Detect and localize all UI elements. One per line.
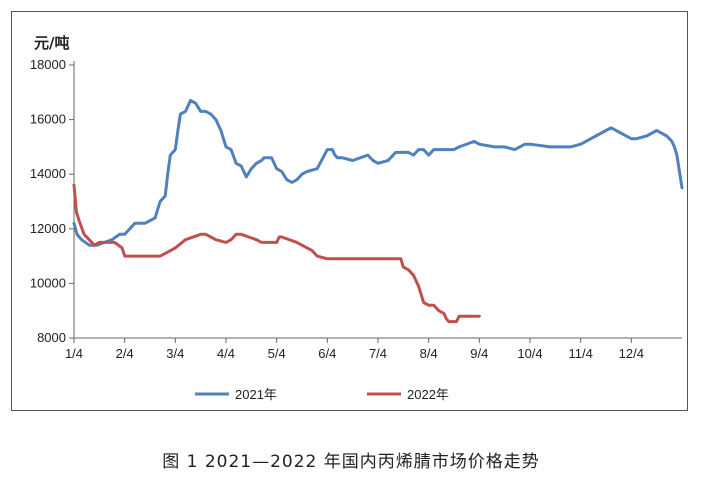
y-tick-label: 14000 bbox=[30, 166, 66, 181]
x-tick-label: 1/4 bbox=[65, 346, 83, 361]
x-tick-label: 7/4 bbox=[369, 346, 387, 361]
x-tick-label: 9/4 bbox=[470, 346, 488, 361]
series-line-1 bbox=[72, 99, 684, 247]
figure-caption: 图 1 2021—2022 年国内丙烯腈市场价格走势 bbox=[162, 452, 540, 472]
x-tick-label: 2/4 bbox=[116, 346, 134, 361]
y-axis-label: 元/吨 bbox=[34, 34, 70, 52]
legend: 2021年 2022年 bbox=[195, 387, 449, 402]
legend-label-1: 2021年 bbox=[235, 387, 277, 402]
axes: 8000 10000 12000 14000 16000 18000 1/4 2/4 3/4 4/… bbox=[30, 57, 682, 361]
series-line-2 bbox=[72, 183, 481, 324]
x-tick-label: 10/4 bbox=[517, 346, 542, 361]
x-tick-label: 5/4 bbox=[268, 346, 286, 361]
y-tick-label: 10000 bbox=[30, 275, 66, 290]
y-tick-label: 8000 bbox=[37, 330, 66, 345]
x-tick-label: 12/4 bbox=[619, 346, 644, 361]
x-tick-label: 4/4 bbox=[217, 346, 235, 361]
x-tick-label: 3/4 bbox=[166, 346, 184, 361]
line-chart: 8000 10000 12000 14000 16000 18000 1/4 2/4 3/4 4/… bbox=[30, 57, 684, 402]
x-tick-label: 11/4 bbox=[568, 346, 592, 361]
chart-frame: 元/吨 8000 10000 12000 14000 16000 18000 1/4 2/4 3… bbox=[11, 11, 688, 411]
series-lines bbox=[72, 99, 684, 324]
x-tick-label: 6/4 bbox=[318, 346, 336, 361]
y-tick-label: 16000 bbox=[30, 112, 66, 127]
y-tick-label: 12000 bbox=[30, 221, 66, 236]
x-tick-label: 8/4 bbox=[420, 346, 438, 361]
y-tick-label: 18000 bbox=[30, 57, 66, 72]
legend-label-2: 2022年 bbox=[407, 387, 449, 402]
